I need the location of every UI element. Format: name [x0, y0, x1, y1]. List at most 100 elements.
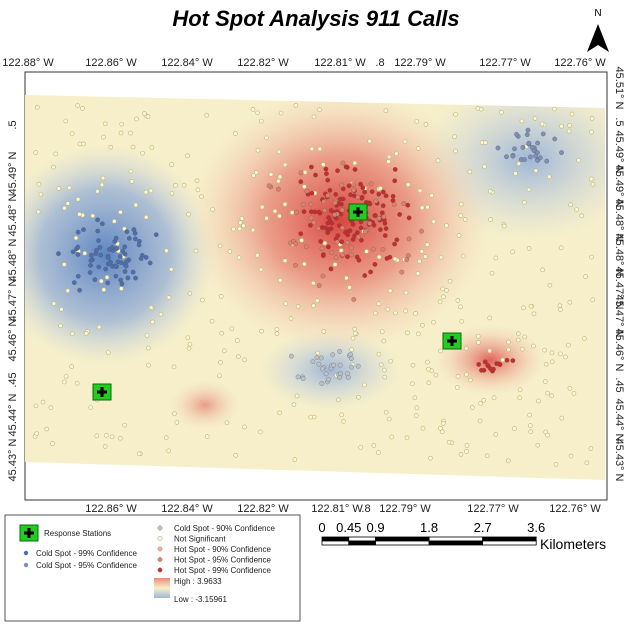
call-point [414, 405, 420, 411]
call-point [143, 189, 149, 195]
call-point [348, 351, 353, 357]
call-point [422, 254, 428, 259]
call-point [128, 169, 134, 174]
call-point [95, 228, 101, 234]
call-point [231, 226, 236, 232]
call-point [224, 420, 230, 426]
call-point [332, 262, 338, 267]
call-point [424, 242, 430, 247]
call-point [458, 213, 464, 218]
bottom-lon-label: 122.86° W [85, 503, 137, 515]
call-point [438, 348, 443, 354]
call-point [311, 114, 317, 120]
legend-box [4, 514, 301, 622]
call-point [468, 377, 473, 383]
call-point [148, 305, 154, 310]
call-point [528, 423, 533, 428]
call-point [75, 244, 81, 250]
bottom-lon-label: 122.77° W [467, 503, 519, 515]
call-point [291, 402, 297, 407]
call-point [582, 336, 587, 341]
bottom-lon-label: 122.79° W [379, 503, 431, 515]
call-point [526, 246, 532, 251]
right-lat-label: 45.44° N [613, 399, 625, 442]
call-point [268, 172, 274, 177]
call-point [194, 178, 200, 184]
call-point [106, 261, 112, 266]
call-point [164, 248, 169, 254]
call-point [401, 201, 407, 206]
legend-swatch [23, 562, 29, 568]
top-lon-label: 122.81° W [314, 57, 366, 69]
call-point [130, 269, 136, 275]
call-point [311, 303, 316, 308]
call-point [475, 333, 481, 339]
call-point [419, 205, 425, 211]
scale-label: 0 [318, 520, 325, 535]
call-point [333, 192, 339, 197]
right-lat-label: 45.47° N [613, 295, 625, 338]
call-point [588, 176, 594, 182]
call-point [386, 416, 392, 422]
call-point [431, 219, 437, 225]
call-point [362, 382, 367, 388]
call-point [298, 170, 304, 176]
call-point [295, 304, 301, 309]
legend-label: Hot Spot - 95% Confidence [174, 556, 271, 565]
call-point [321, 162, 326, 167]
call-point [462, 217, 468, 222]
call-point [105, 350, 111, 355]
call-point [574, 207, 579, 212]
call-point [92, 277, 98, 282]
call-point [237, 220, 243, 225]
call-point [294, 210, 299, 215]
call-point [253, 170, 259, 175]
call-point [61, 262, 67, 267]
left-lat-label: 45.47° N [7, 278, 19, 321]
call-point [88, 258, 94, 263]
call-point [114, 246, 119, 251]
call-point [172, 411, 177, 417]
call-point [321, 329, 327, 334]
call-point [510, 358, 516, 363]
call-point [394, 151, 399, 157]
call-point [148, 188, 154, 194]
call-point [258, 267, 264, 272]
call-point [169, 162, 174, 167]
legend-label: Cold Spot - 90% Confidence [174, 524, 276, 533]
call-point [293, 262, 298, 268]
call-point [109, 434, 115, 440]
call-point [193, 248, 199, 254]
call-point [199, 194, 204, 199]
call-point [402, 139, 408, 145]
legend-station-icon-cross [24, 528, 34, 538]
call-point [378, 227, 383, 232]
call-point [343, 164, 349, 170]
call-point [186, 345, 192, 351]
call-point [277, 213, 282, 219]
call-point [453, 112, 458, 117]
right-lat-label: 45.48° N [613, 199, 625, 242]
call-point [122, 269, 128, 274]
call-point [96, 238, 101, 243]
call-point [340, 196, 346, 202]
call-point [426, 380, 432, 386]
call-point [405, 202, 411, 208]
call-point [326, 244, 331, 250]
call-point [459, 319, 465, 324]
call-point [277, 174, 283, 180]
call-point [584, 460, 590, 466]
call-point [380, 203, 386, 209]
call-point [325, 220, 331, 226]
call-point [75, 197, 81, 202]
call-point [168, 266, 174, 272]
response-stations [92, 203, 462, 401]
call-point [146, 362, 151, 368]
call-point [415, 146, 421, 151]
call-point [75, 103, 80, 108]
call-point [210, 207, 216, 212]
call-point [301, 209, 307, 215]
call-point [125, 275, 131, 281]
call-point [123, 263, 129, 269]
call-point [412, 395, 418, 400]
